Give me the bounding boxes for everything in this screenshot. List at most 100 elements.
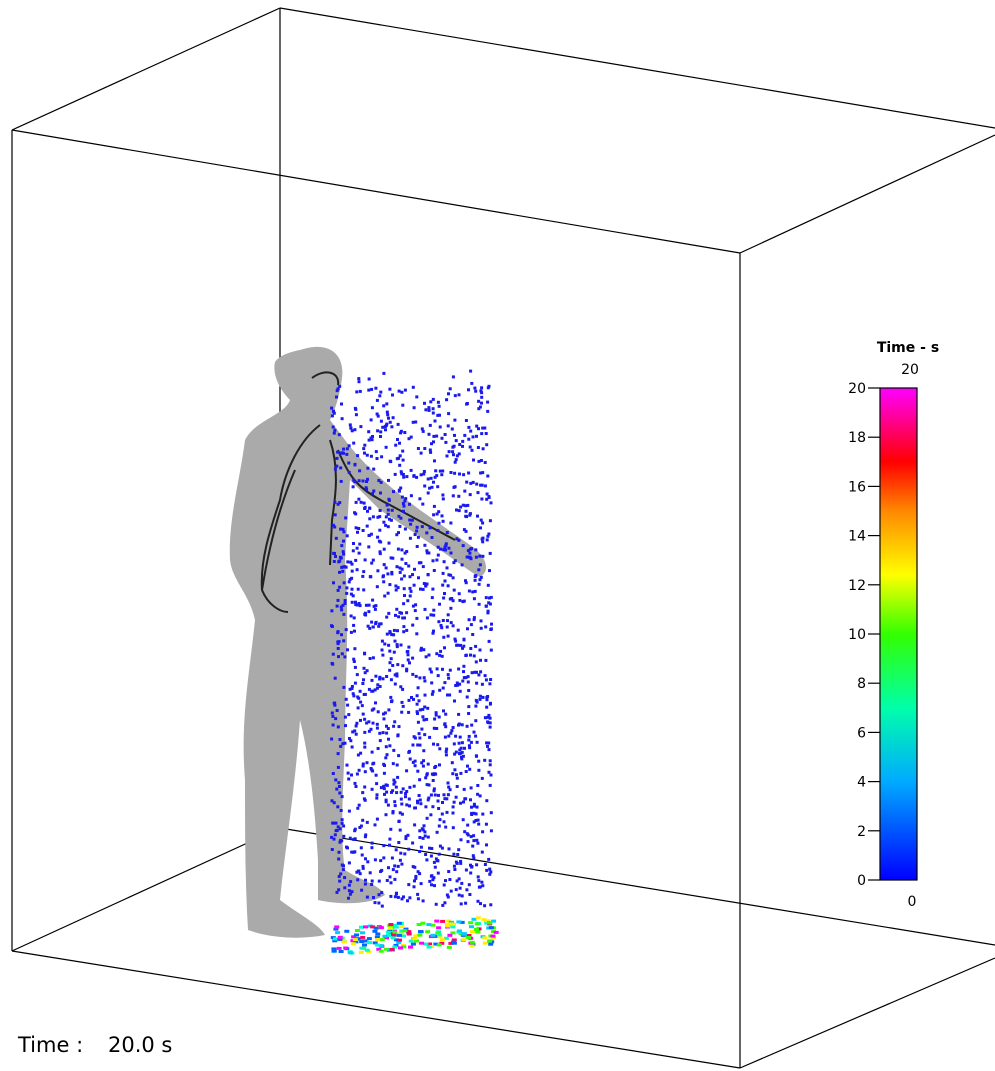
particle (425, 655, 428, 658)
particle (362, 570, 365, 573)
particle (375, 450, 378, 453)
particle (382, 574, 385, 577)
particle (359, 690, 362, 693)
particle (455, 773, 458, 776)
deposited-particle (334, 925, 339, 928)
particle (432, 435, 435, 438)
deposited-particle (437, 933, 442, 936)
colorbar-scale (880, 388, 917, 880)
particle (396, 565, 399, 568)
particle (476, 784, 479, 787)
particle (372, 656, 375, 659)
particle (388, 388, 391, 391)
particle (428, 847, 431, 850)
viewport: Time - s 20 0 02468101214161820 Time : 2… (0, 0, 995, 1071)
particle (413, 785, 416, 788)
particle (396, 457, 399, 460)
colorbar-tick-label: 18 (848, 430, 866, 446)
particle (486, 493, 489, 496)
particle (376, 793, 379, 796)
particle (455, 537, 458, 540)
particle (480, 386, 483, 389)
particle (469, 537, 472, 540)
particle (434, 773, 437, 776)
particle (337, 858, 340, 861)
particle (438, 414, 441, 417)
particle (372, 896, 375, 899)
particle (448, 847, 451, 850)
particle (414, 603, 417, 606)
particle (363, 652, 366, 655)
particle (401, 450, 404, 453)
particle (402, 705, 405, 708)
particle (336, 709, 339, 712)
particle (345, 592, 348, 595)
particle (383, 595, 386, 598)
particle (407, 883, 410, 886)
particle (383, 548, 386, 551)
particle (415, 617, 418, 620)
particle (485, 706, 488, 709)
particle (402, 473, 405, 476)
particle (431, 596, 434, 599)
particle (346, 704, 349, 707)
particle (371, 438, 374, 441)
particle (345, 698, 348, 701)
particle (365, 480, 368, 483)
particle (339, 738, 342, 741)
particle (469, 430, 472, 433)
particle (416, 801, 419, 804)
particle (436, 743, 439, 746)
particle (345, 628, 348, 631)
particle (488, 640, 491, 643)
deposited-particle (394, 926, 399, 929)
particle (336, 457, 339, 460)
particle (468, 893, 471, 896)
particle (479, 695, 482, 698)
particle (473, 387, 476, 390)
particle (365, 722, 368, 725)
particle (447, 613, 450, 616)
particle (458, 894, 461, 897)
particle (393, 878, 396, 881)
particle (347, 772, 350, 775)
particle (465, 869, 468, 872)
particle (380, 869, 383, 872)
particle (411, 842, 414, 845)
particle (381, 426, 384, 429)
particle (457, 713, 460, 716)
particle (413, 807, 416, 810)
particle (395, 533, 398, 536)
particle (335, 396, 338, 399)
particle (461, 751, 464, 754)
particle (454, 735, 457, 738)
particle (358, 769, 361, 772)
particle (461, 723, 464, 726)
deposited-particle (408, 946, 413, 949)
particle (432, 743, 435, 746)
particle (366, 467, 369, 470)
particle (380, 891, 383, 894)
particle (488, 748, 491, 751)
particle (364, 770, 367, 773)
particle (412, 761, 415, 764)
particle (434, 476, 437, 479)
time-value: 20.0 s (108, 1033, 172, 1057)
deposited-particle (333, 937, 338, 940)
particle (408, 804, 411, 807)
particle (447, 584, 450, 587)
particle (382, 521, 385, 524)
deposited-particle (475, 931, 480, 934)
particle (400, 391, 403, 394)
particle (372, 626, 375, 629)
particle (391, 857, 394, 860)
particle (348, 580, 351, 583)
particle (480, 519, 483, 522)
particle (461, 741, 464, 744)
particle (355, 871, 358, 874)
particle (474, 735, 477, 738)
particle (345, 846, 348, 849)
particle (399, 431, 402, 434)
particle (457, 629, 460, 632)
particle (470, 865, 473, 868)
